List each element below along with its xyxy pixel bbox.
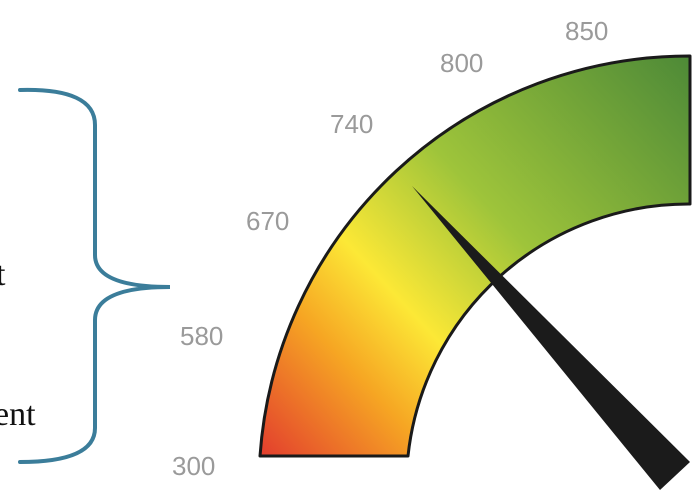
cropped-text-line-2: ent — [0, 396, 36, 433]
tick-label-670: 670 — [246, 206, 289, 236]
curly-bracket — [18, 87, 171, 464]
cropped-text-line-1: t — [0, 256, 6, 293]
tick-label-800: 800 — [440, 48, 483, 78]
gauge-needle — [412, 186, 690, 490]
tick-label-850: 850 — [565, 16, 608, 46]
tick-label-740: 740 — [330, 109, 373, 139]
tick-label-580: 580 — [180, 321, 223, 351]
tick-label-300: 300 — [172, 451, 215, 481]
